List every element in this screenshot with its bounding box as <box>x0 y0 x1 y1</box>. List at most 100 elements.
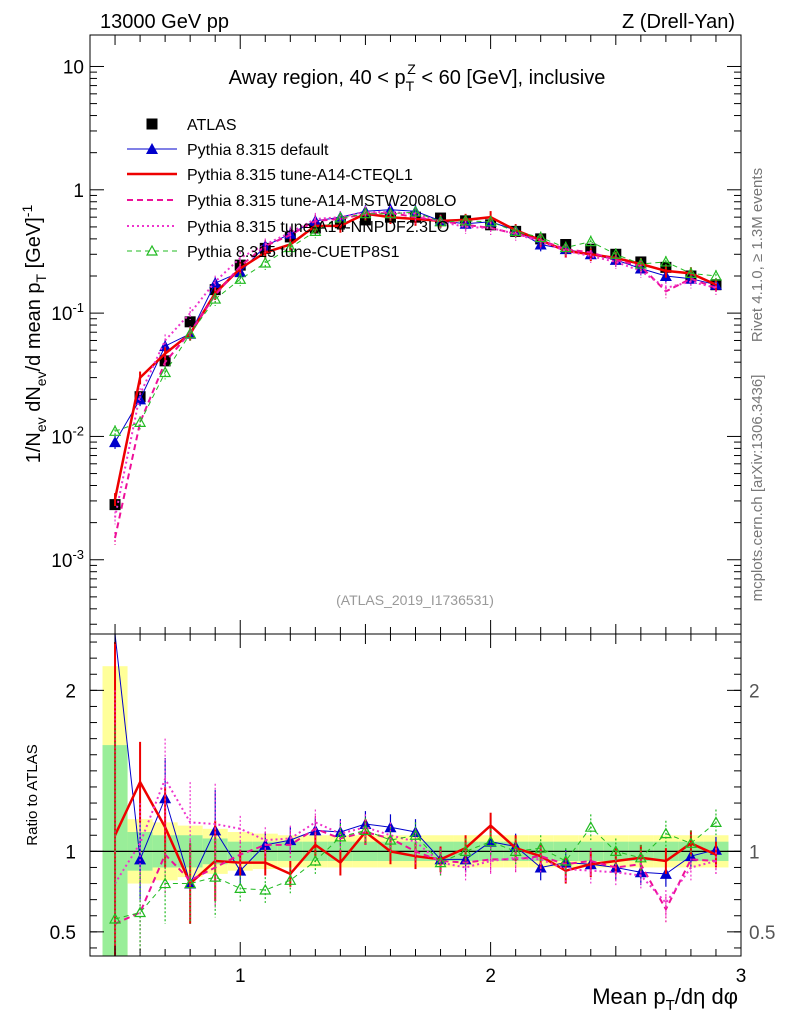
ratio-data-point <box>409 829 422 840</box>
main-marks <box>109 203 722 545</box>
ratio-data-point <box>709 816 722 827</box>
main-data-point <box>559 241 572 253</box>
ylabel-sup: -1 <box>19 205 35 218</box>
main-data-point <box>659 255 672 267</box>
main-title: Away region, 40 < pTZ < 60 [GeV], inclus… <box>229 61 606 94</box>
ratio-data-point <box>634 851 647 863</box>
legend-label: Pythia 8.315 tune-CUETP8S1 <box>187 244 400 261</box>
ratio-data-point <box>259 883 272 895</box>
main-data-point <box>634 257 647 269</box>
ratio-data-point <box>334 830 347 842</box>
rivet-label: Rivet 4.1.0, ≥ 1.3M events <box>749 168 766 342</box>
main-data-point <box>209 292 222 304</box>
ratio-data-point <box>284 874 297 885</box>
xlabel-sub-t: T <box>666 997 675 1014</box>
watermark: (ATLAS_2019_I1736531) <box>336 592 494 608</box>
main-y-axis-label: 1/Nev dNev/d mean pT [GeV]-1 <box>19 205 49 464</box>
main-ytick-label: 10-1 <box>51 300 84 325</box>
main-data-point <box>409 205 422 217</box>
main-data-point <box>259 256 272 268</box>
ratio-ytick-label: 0.5 <box>50 923 76 944</box>
header-right: Z (Drell-Yan) <box>622 11 735 33</box>
legend-label: Pythia 8.315 tune-A14-MSTW2008LO <box>187 193 456 210</box>
ratio-data-point <box>384 833 397 845</box>
ratio-data-point <box>509 845 522 856</box>
header-left: 13000 GeV pp <box>100 11 229 33</box>
ratio-data-point <box>609 845 622 856</box>
main-data-point <box>609 248 622 259</box>
main-data-point <box>584 235 597 247</box>
x-tick-label: 3 <box>736 966 747 987</box>
main-data-point <box>384 207 397 219</box>
ratio-data-point <box>234 882 247 893</box>
main-data-point <box>459 214 472 226</box>
x-tick-label: 1 <box>235 966 246 987</box>
ratio-data-point <box>559 854 572 866</box>
ratio-data-point <box>684 837 697 848</box>
main-data-point <box>484 215 497 227</box>
title-part-2: < 60 [GeV], inclusive <box>416 67 606 89</box>
main-data-point <box>109 425 122 436</box>
ratio-data-point <box>659 827 672 839</box>
title-part-1: Away region, 40 < p <box>229 67 406 89</box>
main-ytick-label: 10-3 <box>51 547 84 572</box>
ratio-data-point <box>534 841 547 853</box>
main-data-point <box>359 207 372 219</box>
main-data-point <box>134 416 147 427</box>
main-ytick-base: 10 <box>51 551 72 572</box>
ratio-data-point <box>209 870 222 882</box>
ratio-data-point <box>134 906 147 918</box>
main-data-point <box>159 366 172 378</box>
ratio-data-point <box>109 912 122 924</box>
main-data-point <box>234 273 247 284</box>
ylabel-sub-ev1: ev <box>33 417 49 432</box>
main-ytick-base: 10 <box>51 304 72 325</box>
legend-label: Pythia 8.315 tune-A14-NNPDF2.3LO <box>187 219 449 236</box>
ratio-data-point <box>484 835 497 847</box>
main-data-point <box>434 215 447 227</box>
ratio-panel: 0.5 0.5 1 1 2 2 1 2 3 Ratio to ATLAS Mean pT/dη … <box>24 633 775 1014</box>
ratio-ytick-label: 1 <box>65 842 76 863</box>
main-data-point <box>509 225 522 236</box>
legend-label: Pythia 8.315 default <box>187 142 329 159</box>
ratio-data-point <box>434 856 447 868</box>
xlabel-part-2: /dη dφ <box>675 984 738 1009</box>
ratio-ytick-label-right: 1 <box>749 842 760 863</box>
ratio-y-axis-label: Ratio to ATLAS <box>24 744 41 845</box>
main-ytick-exp: -1 <box>72 300 84 315</box>
ratio-data-point <box>359 824 372 836</box>
main-series-line <box>114 211 717 432</box>
main-data-point <box>184 327 197 339</box>
main-series-line <box>114 211 717 539</box>
main-ytick-label: 1 <box>73 181 84 202</box>
ylabel-part-2: dN <box>23 386 45 417</box>
main-data-point <box>684 267 697 278</box>
main-data-point <box>184 316 196 328</box>
ylabel-sub-ev2: ev <box>33 371 49 386</box>
ylabel-part-3: /d mean p <box>23 282 45 371</box>
ratio-data-point <box>309 854 322 866</box>
ratio-data-point <box>159 877 172 889</box>
main-data-point <box>534 231 547 243</box>
x-tick-label: 2 <box>485 966 496 987</box>
main-data-point <box>709 269 722 281</box>
main-ytick-label: 10-2 <box>51 423 84 448</box>
ratio-data-point <box>459 845 472 856</box>
legend-marker <box>145 244 159 256</box>
x-axis-label: Mean pT/dη dφ <box>592 984 738 1014</box>
ylabel-sub-t: T <box>33 273 49 282</box>
legend-label: Pythia 8.315 tune-A14-CTEQL1 <box>187 167 413 184</box>
legend-marker <box>146 118 158 130</box>
ratio-ytick-label-right: 2 <box>749 681 760 702</box>
legend: ATLAS Pythia 8.315 default Pythia 8.315 tu… <box>127 117 456 261</box>
ratio-data-point <box>584 820 597 832</box>
main-ytick-exp: -3 <box>72 547 84 562</box>
ratio-data-point <box>134 853 147 865</box>
xlabel-part-1: Mean p <box>592 984 665 1009</box>
legend-label: ATLAS <box>187 117 237 134</box>
main-ytick-label: 10 <box>63 57 84 78</box>
title-sub-t: T <box>406 78 415 94</box>
